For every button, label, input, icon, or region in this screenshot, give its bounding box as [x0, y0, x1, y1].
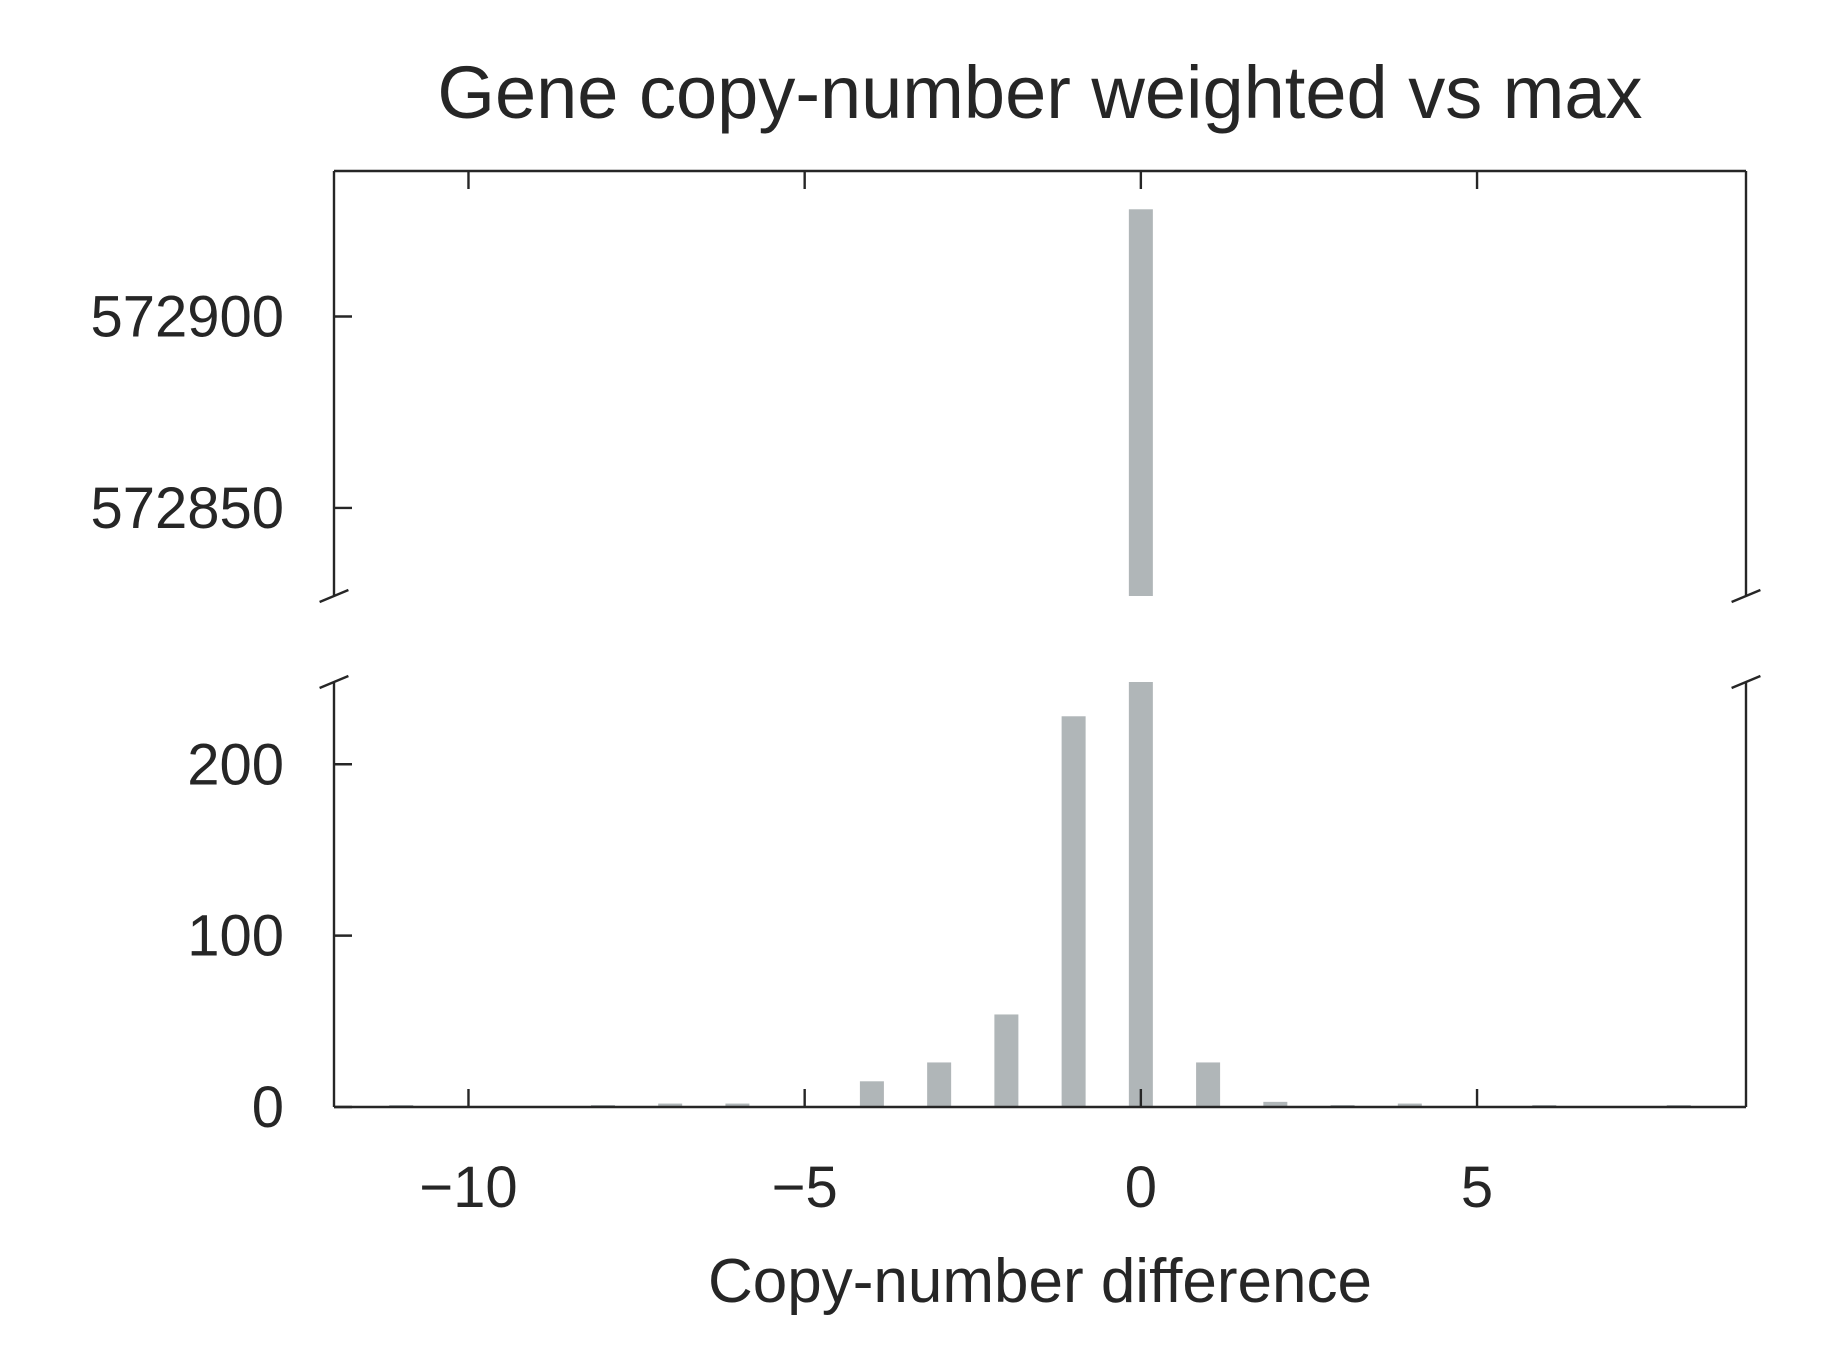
axis-break-mark — [1731, 674, 1761, 690]
y-tick-label: 200 — [187, 732, 284, 797]
chart-title: Gene copy-number weighted vs max — [437, 51, 1642, 134]
x-tick-label: 5 — [1461, 1155, 1493, 1220]
x-axis-label: Copy-number difference — [708, 1247, 1372, 1316]
bar — [1263, 1101, 1288, 1107]
bar — [1128, 682, 1153, 1107]
x-tick-label: −10 — [419, 1155, 517, 1220]
bar — [725, 1103, 750, 1107]
axis-break-mark — [319, 588, 349, 604]
y-tick-label: 0 — [252, 1075, 284, 1140]
bar — [1128, 209, 1153, 597]
y-tick-label: 572850 — [90, 476, 284, 541]
y-tick-label: 572900 — [90, 284, 284, 349]
bar — [1397, 1103, 1422, 1107]
y-tick-label: 100 — [187, 904, 284, 969]
bar — [1061, 716, 1086, 1107]
x-tick-label: −5 — [772, 1155, 838, 1220]
bar — [1196, 1062, 1221, 1107]
bar — [658, 1103, 683, 1107]
x-tick-label: 0 — [1125, 1155, 1157, 1220]
upper-panel: 572850 572900 — [90, 169, 1761, 604]
bar — [927, 1062, 952, 1107]
axis-break-mark — [1731, 588, 1761, 604]
axis-break-mark — [319, 674, 349, 690]
bar — [994, 1014, 1019, 1107]
bar — [859, 1081, 884, 1107]
